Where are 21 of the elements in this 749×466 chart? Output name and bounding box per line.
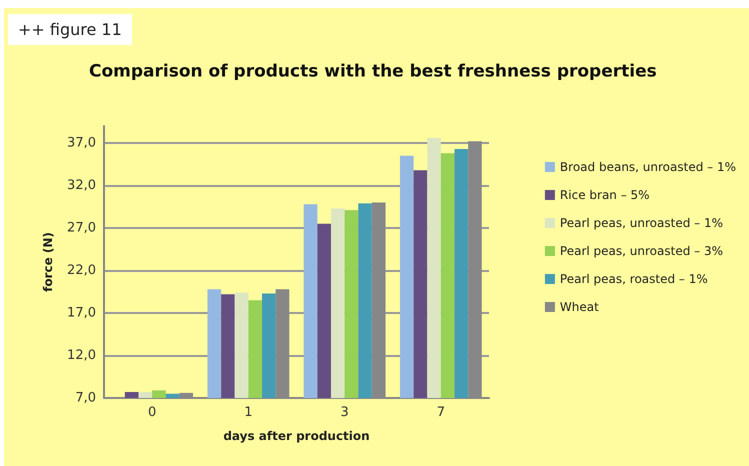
y-tick-label: 12,0 (67, 348, 96, 363)
legend-label: Pearl peas, unroasted – 1% (560, 216, 723, 230)
x-tick-label: 0 (148, 405, 156, 420)
text: ++ figure 11 (8, 14, 132, 45)
legend-label: Pearl peas, unroasted – 3% (560, 244, 723, 258)
y-tick-label: 17,0 (67, 306, 96, 320)
legend-label: Broad beans, unroasted – 1% (560, 160, 736, 174)
chart-title: Comparison of products with the best freshness properties (89, 62, 657, 82)
y-axis-title: force (N) (41, 232, 55, 292)
x-tick-label: 1 (244, 405, 253, 420)
legend-label: Rice bran – 5% (560, 188, 650, 202)
x-tick-label: 7 (436, 405, 446, 420)
y-tick-label: 22,0 (67, 263, 96, 278)
x-axis-title: days after production (223, 429, 370, 443)
y-tick-label: 27,0 (67, 220, 96, 236)
x-tick-label: 3 (340, 405, 349, 420)
y-tick-label: 32,0 (67, 178, 96, 193)
legend-label: Pearl peas, roasted – 1% (560, 272, 708, 286)
legend-label: Wheat (560, 300, 600, 314)
y-tick-label: 37,0 (67, 136, 96, 150)
y-tick-label: 7,0 (75, 390, 96, 406)
